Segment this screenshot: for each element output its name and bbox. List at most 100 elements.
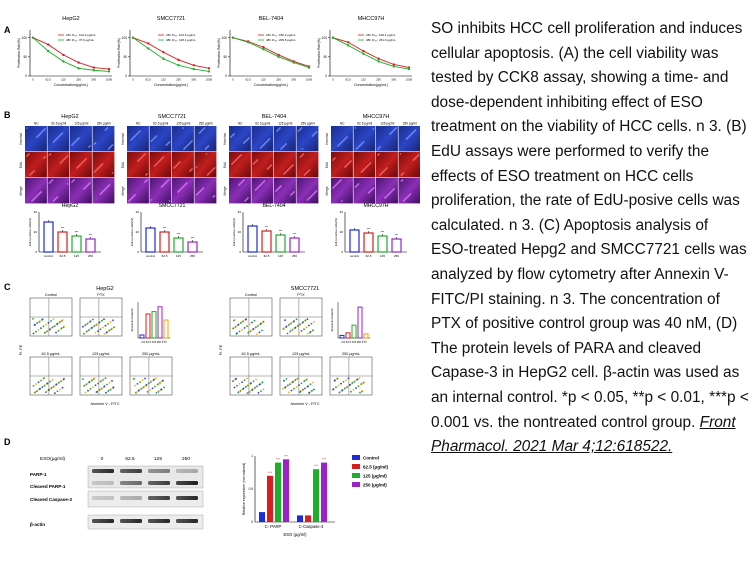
y-tick-label: 0: [225, 74, 227, 78]
microscopy-image: [331, 178, 353, 204]
figure-caption: SO inhibits HCC cell proliferation and i…: [431, 17, 749, 460]
data-point: [77, 67, 80, 70]
cell-dot: [52, 200, 55, 202]
bar: [363, 333, 369, 339]
x-tick-label: Ctrl 62.5 125 250 PTX: [141, 340, 167, 344]
data-point: [147, 42, 150, 45]
bar: [363, 232, 374, 253]
flow-event: [357, 385, 360, 388]
blot-label: PARP-1: [30, 472, 47, 477]
microscopy-image: [274, 178, 296, 204]
data-point: [377, 57, 380, 60]
microscopy-image: [251, 178, 274, 204]
y-tick-label: 50: [223, 55, 227, 59]
flow-event: [246, 377, 248, 380]
flow-event: [45, 323, 47, 326]
bar: [377, 235, 388, 253]
data-point: [107, 70, 111, 73]
flow-event: [241, 381, 243, 383]
cell-dot: [153, 165, 156, 167]
blot-band: [176, 481, 198, 485]
flow-event: [355, 387, 357, 389]
flow-event: [235, 377, 237, 380]
flow-event: [297, 324, 299, 327]
cell-dot: [297, 130, 300, 132]
flow-event: [93, 377, 96, 380]
figure-canvas: A HepG2 Proliferation Rate(%) Concentration…: [4, 16, 421, 537]
flow-plot-label: PTX: [97, 293, 105, 297]
cell-dot: [389, 133, 391, 135]
flow-event: [258, 331, 261, 334]
flow-event: [32, 332, 35, 335]
cell-dot: [266, 168, 269, 170]
cell-dot: [379, 174, 381, 176]
flow-event: [302, 321, 304, 323]
cell-dot: [206, 174, 209, 176]
flow-event: [112, 319, 114, 322]
cell-dot: [36, 136, 38, 138]
flow-event: [150, 380, 153, 383]
flow-event: [102, 326, 104, 329]
panel-c-letter: C: [4, 282, 11, 292]
blot-band: [148, 496, 170, 500]
microscopy-image: [172, 152, 194, 178]
microscopy-image: [353, 178, 376, 204]
data-point: [47, 49, 50, 53]
flow-plot-label: Control: [45, 293, 57, 297]
cell-dot: [399, 153, 402, 155]
data-point: [207, 67, 211, 70]
blot-band: [176, 496, 198, 500]
x-tick-label: 62.5: [145, 78, 151, 82]
flow-event: [282, 388, 284, 390]
flow-event: [311, 389, 313, 392]
microscopy-image: [353, 126, 376, 152]
x-tick-label: 125: [176, 254, 181, 258]
bar: [267, 475, 273, 522]
cell-dot: [66, 183, 69, 185]
panel-a-letter: A: [4, 25, 11, 35]
flow-event: [89, 320, 92, 323]
x-tick-label: 250: [394, 254, 399, 258]
flow-event: [302, 388, 304, 391]
flow-event: [58, 381, 60, 384]
flow-event: [289, 382, 292, 385]
flow-event: [82, 325, 84, 328]
cell-dot: [311, 135, 314, 137]
y-tick-label: 20: [340, 230, 344, 234]
flow-event: [248, 323, 251, 326]
flow-event: [109, 321, 112, 323]
microscopy-image: [194, 178, 217, 204]
microscopy-image: [92, 152, 115, 178]
x-tick-label: 500: [91, 78, 96, 82]
flow-event: [104, 377, 107, 379]
legend-swatch: [352, 464, 360, 469]
edu-bar-title: SMCC7721: [159, 203, 186, 209]
y-tick-label: 0: [137, 250, 139, 254]
flow-event: [292, 380, 294, 383]
cell-dot: [83, 188, 85, 190]
flow-event: [245, 385, 247, 388]
cell-dot: [160, 186, 163, 188]
microscopy-image: [47, 152, 70, 178]
blot-band: [92, 481, 114, 485]
flow-event: [135, 391, 138, 393]
edu-bar-title: MHCC97H: [363, 203, 388, 209]
legend-label: 125 (μg/ml): [363, 474, 387, 479]
flow-event: [104, 324, 107, 327]
flow-event: [233, 386, 236, 389]
flow-event: [283, 327, 285, 330]
x-tick-label: 500: [391, 78, 396, 82]
flow-event: [297, 377, 299, 379]
microscopy-image: [25, 152, 47, 178]
flow-event: [59, 321, 61, 323]
significance-mark: ***: [276, 458, 280, 462]
citation-link[interactable]: Front Pharmacol. 2021 Mar 4;12:618522.: [431, 413, 736, 456]
cell-dot: [144, 181, 146, 183]
flow-event: [287, 384, 289, 387]
edu-row-label: EdU: [325, 161, 329, 168]
flow-event: [252, 380, 255, 383]
cell-dot: [130, 139, 132, 141]
flow-event: [158, 390, 160, 392]
line-chart-title: SMCC7721: [157, 16, 185, 22]
bar: [357, 306, 363, 339]
